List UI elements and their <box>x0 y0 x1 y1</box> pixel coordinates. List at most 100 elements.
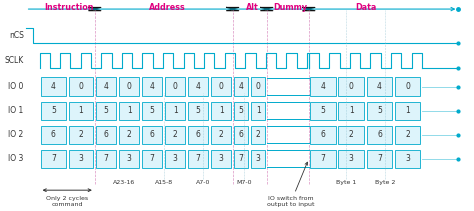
Text: Instruction: Instruction <box>45 3 94 12</box>
Bar <box>96 126 116 144</box>
Text: 2: 2 <box>127 130 132 139</box>
Bar <box>142 101 162 120</box>
Bar <box>188 101 208 120</box>
Bar <box>41 101 66 120</box>
Text: 7: 7 <box>377 154 382 163</box>
Bar <box>367 126 392 144</box>
Bar <box>41 77 66 96</box>
Bar <box>395 126 420 144</box>
Text: 3: 3 <box>349 154 354 163</box>
Bar <box>338 101 364 120</box>
Text: 4: 4 <box>320 82 325 91</box>
Bar <box>211 150 231 168</box>
Text: nCS: nCS <box>9 31 24 40</box>
Text: 0: 0 <box>256 82 261 91</box>
Bar <box>96 77 116 96</box>
Bar <box>165 77 185 96</box>
Bar <box>211 101 231 120</box>
Bar <box>367 101 392 120</box>
Text: 4: 4 <box>51 82 56 91</box>
Bar <box>338 150 364 168</box>
Bar <box>142 150 162 168</box>
Bar <box>251 150 265 168</box>
Text: 2: 2 <box>405 130 410 139</box>
Text: 7: 7 <box>51 154 56 163</box>
Bar <box>69 101 93 120</box>
Text: 3: 3 <box>405 154 410 163</box>
Bar <box>211 126 231 144</box>
Bar <box>234 101 248 120</box>
Text: 0: 0 <box>219 82 224 91</box>
Text: 7: 7 <box>150 154 155 163</box>
Text: 3: 3 <box>127 154 132 163</box>
Text: 0: 0 <box>79 82 83 91</box>
Text: 1: 1 <box>79 106 83 115</box>
Text: IO switch from
output to input: IO switch from output to input <box>267 162 315 207</box>
Bar <box>395 101 420 120</box>
Bar <box>165 101 185 120</box>
Bar <box>234 126 248 144</box>
Bar <box>234 150 248 168</box>
Text: IO 0: IO 0 <box>9 82 24 91</box>
Text: 6: 6 <box>239 130 244 139</box>
Bar <box>310 126 336 144</box>
Bar <box>310 77 336 96</box>
Bar <box>96 150 116 168</box>
Text: 4: 4 <box>239 82 244 91</box>
Bar <box>119 101 139 120</box>
Text: 5: 5 <box>377 106 382 115</box>
Bar <box>188 150 208 168</box>
Text: Address: Address <box>149 3 186 12</box>
Text: 0: 0 <box>173 82 178 91</box>
Bar <box>41 150 66 168</box>
Text: 3: 3 <box>256 154 261 163</box>
Text: 1: 1 <box>127 106 132 115</box>
Text: 3: 3 <box>173 154 178 163</box>
Text: Data: Data <box>355 3 376 12</box>
Bar <box>69 150 93 168</box>
Bar <box>188 77 208 96</box>
Bar <box>142 77 162 96</box>
Text: 5: 5 <box>239 106 244 115</box>
Text: IO 1: IO 1 <box>9 106 24 115</box>
Bar <box>119 150 139 168</box>
Text: 1: 1 <box>256 106 261 115</box>
Text: 3: 3 <box>219 154 224 163</box>
Bar <box>69 126 93 144</box>
Text: 6: 6 <box>104 130 109 139</box>
Text: 6: 6 <box>51 130 56 139</box>
Text: 0: 0 <box>349 82 354 91</box>
Bar <box>211 77 231 96</box>
Bar <box>142 126 162 144</box>
Bar <box>251 126 265 144</box>
Text: 7: 7 <box>239 154 244 163</box>
Text: 4: 4 <box>196 82 201 91</box>
Text: A15-8: A15-8 <box>155 180 173 185</box>
Text: 2: 2 <box>173 130 178 139</box>
Text: 7: 7 <box>104 154 109 163</box>
Text: IO 3: IO 3 <box>9 154 24 163</box>
Bar <box>188 126 208 144</box>
Bar <box>234 77 248 96</box>
Text: Byte 2: Byte 2 <box>375 180 396 185</box>
Bar <box>96 101 116 120</box>
Bar <box>367 150 392 168</box>
Bar <box>338 126 364 144</box>
Text: 2: 2 <box>219 130 224 139</box>
Bar <box>69 77 93 96</box>
Text: 4: 4 <box>104 82 109 91</box>
Bar <box>367 77 392 96</box>
Text: 6: 6 <box>196 130 201 139</box>
Text: 2: 2 <box>349 130 354 139</box>
Text: 4: 4 <box>377 82 382 91</box>
Text: IO 2: IO 2 <box>9 130 24 139</box>
Bar <box>251 77 265 96</box>
Text: A23-16: A23-16 <box>113 180 136 185</box>
Text: 1: 1 <box>219 106 224 115</box>
Text: Alt: Alt <box>246 3 259 12</box>
Text: 5: 5 <box>320 106 325 115</box>
Text: 5: 5 <box>51 106 56 115</box>
Bar <box>165 126 185 144</box>
Text: M7-0: M7-0 <box>237 180 252 185</box>
Text: 6: 6 <box>377 130 382 139</box>
